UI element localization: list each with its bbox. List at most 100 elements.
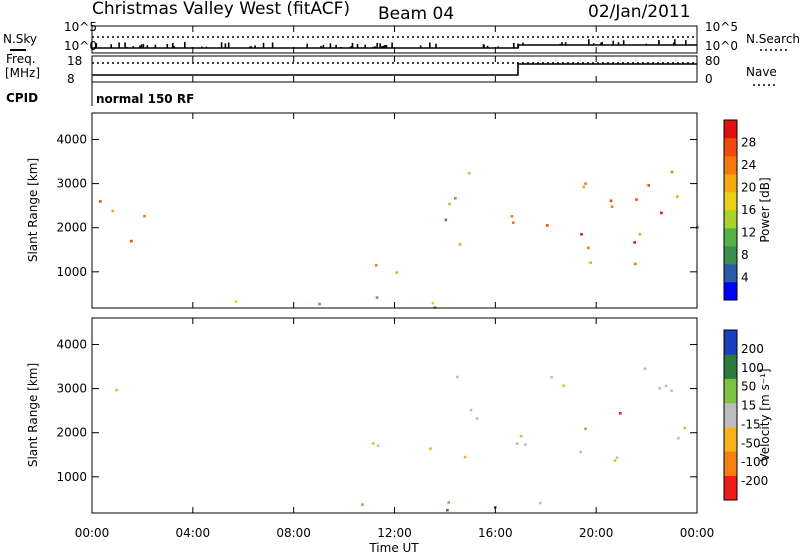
velocity-y-axis: 1000 2000 3000 4000 bbox=[56, 337, 697, 484]
colorbar-tick-label: 24 bbox=[741, 158, 756, 172]
heatmap-cell bbox=[586, 246, 590, 250]
colorbar-tick-label: 100 bbox=[741, 361, 764, 375]
colorbar-swatch bbox=[724, 174, 737, 193]
colorbar-swatch bbox=[724, 228, 737, 247]
colorbar-swatch bbox=[724, 282, 737, 301]
heatmap-cell bbox=[643, 367, 647, 371]
heatmap-cell bbox=[635, 198, 638, 201]
heatmap-cell bbox=[633, 241, 636, 244]
heatmap-cell bbox=[670, 170, 674, 174]
heatmap-cell bbox=[658, 386, 662, 390]
heatmap-cell bbox=[99, 200, 102, 203]
heatmap-cell bbox=[519, 434, 523, 438]
power-colorbar-label: Power [dB] bbox=[758, 177, 772, 242]
heatmap-cell bbox=[584, 182, 587, 185]
heatmap-cell bbox=[111, 209, 115, 213]
velocity-y-axis-label: Slant Range [km] bbox=[26, 363, 40, 467]
colorbar-frame bbox=[723, 329, 738, 501]
colorbar-swatch bbox=[724, 120, 737, 139]
colorbar-swatch bbox=[724, 402, 737, 428]
cpid-label: CPID bbox=[6, 91, 38, 105]
heatmap-cell bbox=[615, 456, 619, 459]
colorbar-swatch bbox=[724, 354, 737, 379]
heatmap-cell bbox=[469, 408, 473, 412]
colorbar-swatch bbox=[724, 156, 737, 175]
x-axis-label: Time UT bbox=[368, 541, 419, 554]
heatmap-cell bbox=[524, 443, 527, 446]
noise-spikes bbox=[95, 39, 687, 48]
heatmap-cell bbox=[538, 501, 542, 505]
heatmap-cell bbox=[371, 442, 375, 445]
x-tick-label: 04:00 bbox=[176, 526, 211, 540]
heatmap-cell bbox=[515, 442, 519, 445]
heatmap-cell bbox=[511, 221, 515, 224]
heatmap-cell bbox=[647, 184, 650, 187]
freq-tick-top: 18 bbox=[67, 54, 82, 68]
heatmap-cell bbox=[677, 436, 680, 440]
colorbar-tick-label: 12 bbox=[741, 226, 756, 240]
x-tick-label: 08:00 bbox=[276, 526, 311, 540]
heatmap-cell bbox=[448, 202, 451, 206]
heatmap-cell bbox=[115, 388, 118, 392]
heatmap-cell bbox=[454, 197, 457, 200]
colorbar-tick-label: -15 bbox=[741, 417, 761, 431]
colorbar-tick-label: 50 bbox=[741, 380, 756, 394]
colorbar-swatch bbox=[724, 427, 737, 452]
colorbar-swatch bbox=[724, 330, 737, 355]
heatmap-cell bbox=[444, 218, 448, 222]
colorbar-swatch bbox=[724, 210, 737, 229]
velocity-colorbar: 200 100 50 15 -15 -50 -100 -200 bbox=[723, 329, 768, 501]
colorbar-swatch bbox=[724, 451, 737, 476]
heatmap-cell bbox=[475, 417, 479, 420]
colorbar-tick-label: 4 bbox=[741, 271, 749, 285]
heatmap-cell bbox=[143, 214, 146, 218]
heatmap-cell bbox=[589, 261, 592, 264]
nave-label: Nave bbox=[746, 65, 777, 79]
noise-panel: N.Sky 10^5 10^0 10^5 10^0 N.Search bbox=[3, 20, 800, 54]
colorbar-swatch bbox=[724, 475, 737, 501]
colorbar-tick-label: 200 bbox=[741, 342, 764, 356]
colorbar-swatch bbox=[724, 138, 737, 157]
heatmap-cell bbox=[458, 243, 462, 246]
y-tick-label: 4000 bbox=[56, 132, 87, 146]
heatmap-cell bbox=[634, 262, 637, 266]
y-tick-label: 1000 bbox=[56, 265, 87, 279]
colorbar-frame bbox=[723, 119, 738, 301]
heatmap-cell bbox=[579, 450, 582, 454]
noise-tick-left-top: 10^5 bbox=[64, 20, 97, 34]
y-tick-label: 1000 bbox=[56, 470, 87, 484]
heatmap-cell bbox=[638, 233, 642, 236]
colorbar-swatch bbox=[724, 192, 737, 211]
heatmap-cell bbox=[613, 459, 617, 462]
heatmap-cell bbox=[609, 199, 613, 202]
colorbar-tick-label: -200 bbox=[741, 474, 768, 488]
cpid-value: normal 150 RF bbox=[96, 92, 194, 106]
heatmap-cell bbox=[429, 447, 432, 450]
noise-tick-right-bottom: 10^0 bbox=[705, 39, 738, 53]
heatmap-cell bbox=[660, 211, 663, 215]
heatmap-cell bbox=[447, 501, 450, 504]
freq-unit-label: [MHz] bbox=[5, 66, 40, 80]
heatmap-cell bbox=[431, 301, 435, 305]
y-tick-label: 4000 bbox=[56, 337, 87, 351]
heatmap-cell bbox=[562, 384, 565, 388]
colorbar-tick-label: 15 bbox=[741, 399, 756, 413]
heatmap-cell bbox=[619, 412, 622, 415]
nsky-label: N.Sky bbox=[3, 32, 37, 46]
freq-tick-bottom: 8 bbox=[67, 72, 75, 86]
colorbar-swatch bbox=[724, 264, 737, 283]
heatmap-cell bbox=[584, 427, 587, 431]
heatmap-cell bbox=[361, 503, 364, 506]
y-tick-label: 3000 bbox=[56, 177, 87, 191]
heatmap-cell bbox=[546, 224, 549, 227]
y-tick-label: 3000 bbox=[56, 382, 87, 396]
x-tick-label: 12:00 bbox=[377, 526, 412, 540]
heatmap-cell bbox=[582, 185, 586, 189]
colorbar-tick-label: 8 bbox=[741, 248, 749, 262]
heatmap-cell bbox=[510, 215, 514, 218]
heatmap-cell bbox=[446, 508, 449, 512]
colorbar-tick-label: 28 bbox=[741, 136, 756, 150]
x-tick-label: 16:00 bbox=[478, 526, 513, 540]
velocity-panel: 1000 2000 3000 4000 Slant Range [km] bbox=[26, 317, 698, 514]
